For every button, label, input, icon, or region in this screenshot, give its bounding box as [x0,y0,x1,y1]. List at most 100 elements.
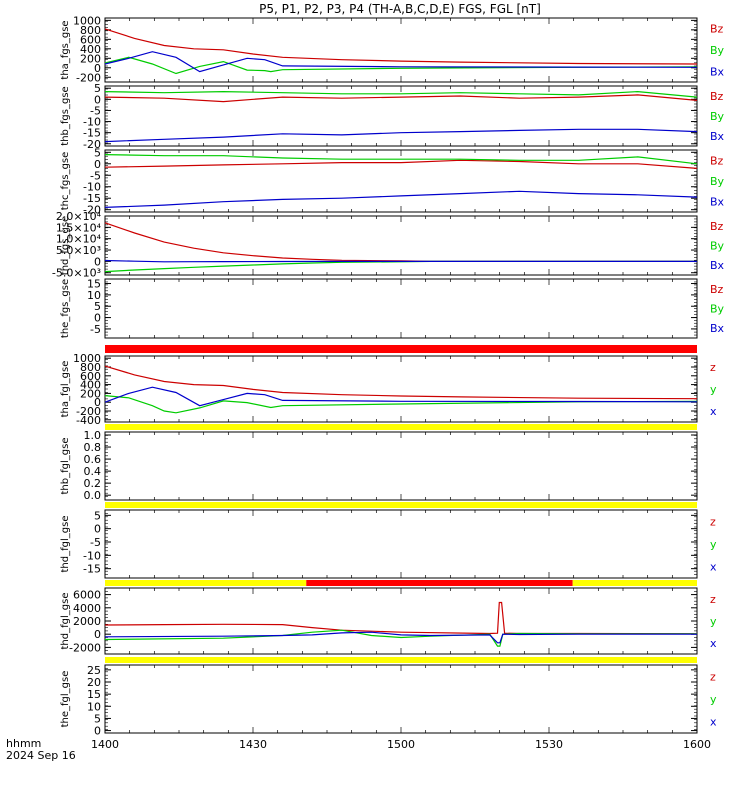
ytick-label: 25 [87,664,101,677]
ytick-label: 0.4 [84,465,102,478]
series-by [104,56,698,75]
legend-bx: Bx [710,259,725,272]
series-by [104,90,698,98]
panel-frame [104,17,698,83]
ytick-label: 200 [80,52,101,65]
series-bx [104,128,698,143]
ytick-label: -5 [90,104,101,117]
panel-frame [104,509,698,579]
series-x [104,631,697,644]
ytick-label: 0 [94,255,101,268]
ytick-label: 20 [87,676,101,689]
status-bar-segment [105,580,307,586]
ytick-label: 0 [94,628,101,641]
series-bz [104,222,698,262]
legend-bx: Bx [710,65,725,78]
ytick-label: -2000 [69,641,101,654]
panel-frame [104,355,698,423]
series-bx [104,51,698,73]
legend-x: x [710,716,717,729]
ytick-label: -5 [90,169,101,182]
ytick-label: -400 [76,414,101,427]
legend-bz: Bz [710,23,724,36]
ytick-label: 10 [87,700,101,713]
ylabel: the_fgs_gse [60,279,71,338]
legend-z: z [710,593,716,606]
ytick-label: 0.0 [84,489,102,502]
ytick-label: 600 [80,33,101,46]
ytick-label: 400 [80,43,101,56]
panel-3: 50-5-10-15-20 thc_fgs_gse Bz By Bx [60,146,725,216]
ytick-label: 0 [94,396,101,409]
ytick-label: 5 [94,712,101,725]
ytick-label: 5 [94,300,101,313]
legend-x: x [710,561,717,574]
series-bz [104,28,698,65]
ylabel: thb_fgl_gse [60,438,71,495]
ytick-label: -10 [83,181,101,194]
ylabel: thd_fgs_gse [60,216,71,275]
series-bz [104,159,698,169]
ytick-label: 10 [87,289,101,302]
status-bars [105,345,697,663]
ytick-label: 200 [80,387,101,400]
ytick-label: 1000 [73,352,101,365]
xtick-label: 1500 [387,738,415,751]
legend-bz: Bz [710,154,724,167]
series-bz [104,94,698,103]
ytick-label: -20 [83,204,101,217]
legend-bz: Bz [710,220,724,233]
ytick-label: -20 [83,138,101,151]
legend-y: y [710,383,717,396]
ytick-label: 0.2 [84,477,102,490]
xtick-label: 1400 [91,738,119,751]
ytick-label: 0.8 [84,441,102,454]
x-row-label-date: 2024 Sep 16 [6,749,76,762]
ytick-label: 5 [94,82,101,95]
status-bar-segment [105,502,697,508]
ytick-label: -15 [83,127,101,140]
legend-bx: Bx [710,196,725,209]
panel-8: 50-5-10-15 thd_fgl_gse zyx [60,509,717,579]
series-z [104,601,698,635]
status-bar-segment [105,424,697,430]
ytick-label: -10 [83,549,101,562]
ytick-label: 0 [94,158,101,171]
panel-frame [104,85,698,147]
ylabel: tha_fgs_gse [60,20,71,79]
panel-4: 2.0×10⁴1.5×10⁴1.0×10⁴5.0×10³0-5.0×10³thd… [52,210,725,280]
xtick-label: 1530 [535,738,563,751]
legend-y: y [710,538,717,551]
ytick-label: 0 [94,93,101,106]
legend-by: By [710,44,725,57]
ytick-label: 6000 [73,589,101,602]
x-row-label-hhmm: hhmm [6,737,41,750]
panel-7: 1.00.80.60.40.20.0 thb_fgl_gse [60,429,698,502]
ytick-label: 1.0 [84,429,102,442]
legend-bx: Bx [710,322,725,335]
legend-z: z [710,670,716,683]
ytick-label: 600 [80,370,101,383]
legend-by: By [710,175,725,188]
ytick-label: 4000 [73,602,101,615]
ytick-label: -5.0×10³ [52,267,101,280]
status-bar-segment [105,345,697,353]
ytick-label: 0.6 [84,453,102,466]
ytick-label: 15 [87,278,101,291]
ylabel: the_fgl_gse [60,671,71,728]
ytick-label: -200 [76,405,101,418]
series-bx [104,259,697,263]
ytick-label: 5 [94,509,101,522]
legend-y: y [710,693,717,706]
series-x [104,386,698,407]
ylabel: thd_fgl_gse [60,516,71,573]
legend-bx: Bx [710,130,725,143]
legend-x: x [710,637,717,650]
ytick-label: 0 [94,725,101,738]
ytick-label: 1000 [73,14,101,27]
